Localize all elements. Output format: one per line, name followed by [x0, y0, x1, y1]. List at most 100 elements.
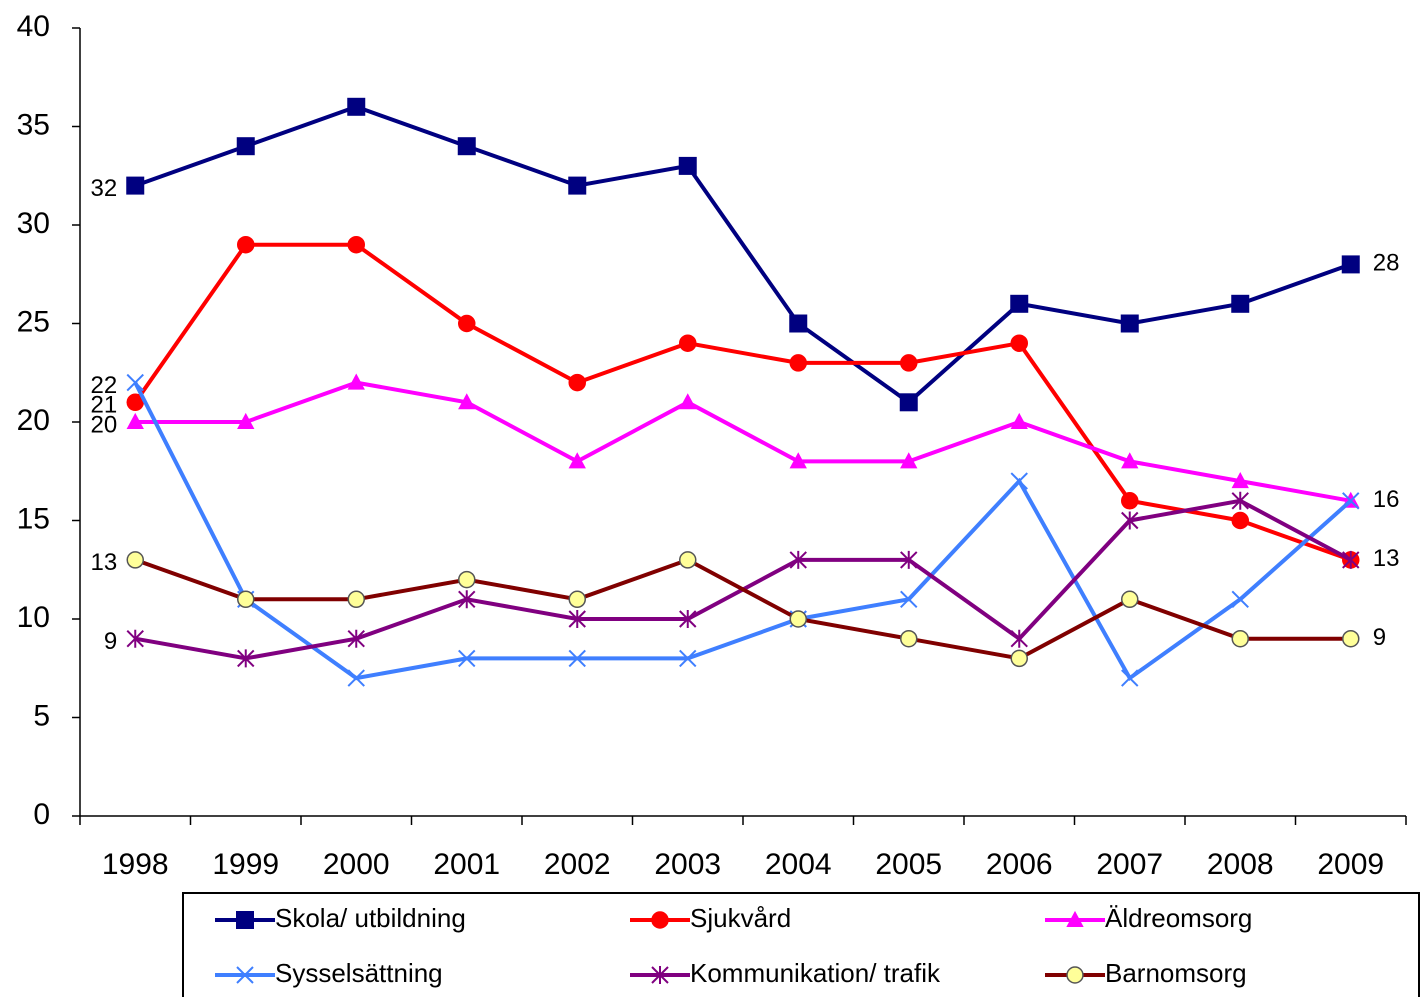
marker — [1231, 491, 1249, 510]
marker — [347, 629, 365, 648]
legend-label: Äldreomsorg — [1105, 903, 1252, 933]
marker — [900, 452, 918, 469]
data-label: 28 — [1373, 250, 1400, 277]
series-line — [133, 381, 1353, 682]
x-tick-label: 2001 — [433, 848, 500, 881]
marker — [457, 137, 476, 156]
data-label: 32 — [91, 175, 118, 202]
marker — [651, 966, 669, 984]
marker — [568, 590, 586, 609]
marker — [237, 412, 255, 429]
series-line — [135, 380, 1352, 503]
marker — [458, 590, 476, 609]
marker — [458, 393, 476, 410]
marker — [126, 412, 144, 429]
x-tick-label: 2007 — [1096, 848, 1163, 881]
y-tick-label: 35 — [17, 108, 50, 141]
x-tick-label: 2004 — [765, 848, 832, 881]
legend-label: Sjukvård — [690, 903, 791, 933]
marker — [347, 373, 365, 390]
marker — [458, 314, 476, 333]
y-tick-label: 20 — [17, 404, 50, 437]
marker — [1121, 669, 1139, 687]
marker — [458, 570, 476, 589]
marker — [568, 452, 586, 469]
x-tick-label: 2008 — [1207, 848, 1274, 881]
marker — [651, 911, 669, 929]
marker — [1066, 966, 1084, 984]
marker — [347, 590, 365, 609]
legend-box — [182, 892, 1420, 1002]
y-tick-label: 0 — [33, 798, 50, 831]
y-tick-label: 25 — [17, 305, 50, 338]
marker — [679, 610, 697, 628]
x-tick-label: 2003 — [654, 848, 721, 881]
series-line — [133, 242, 1352, 562]
y-tick-label: 10 — [17, 601, 50, 634]
marker — [1121, 492, 1139, 510]
marker — [1010, 334, 1028, 352]
x-tick-label: 2006 — [986, 848, 1053, 881]
x-tick-label: 1998 — [102, 848, 169, 881]
marker — [1342, 550, 1360, 569]
x-tick-label: 2000 — [323, 848, 390, 881]
marker — [1010, 472, 1028, 490]
marker — [236, 966, 254, 984]
marker — [126, 176, 145, 195]
legend-label: Kommunikation/ trafik — [690, 958, 941, 988]
marker — [1121, 590, 1139, 609]
marker — [899, 393, 918, 412]
marker — [1066, 910, 1084, 927]
marker — [347, 235, 365, 254]
marker — [789, 550, 807, 569]
data-label: 16 — [1373, 486, 1400, 513]
marker — [1231, 590, 1249, 609]
marker — [237, 590, 255, 609]
data-label: 13 — [91, 549, 118, 576]
y-tick-label: 40 — [17, 10, 50, 43]
data-label: 22 — [91, 372, 118, 399]
data-label: 20 — [91, 411, 118, 438]
marker — [1121, 511, 1139, 530]
series-line — [134, 104, 1352, 405]
x-tick-label: 2002 — [544, 848, 611, 881]
data-label: 13 — [1373, 545, 1400, 572]
marker — [1121, 452, 1139, 469]
marker — [568, 373, 586, 392]
marker — [347, 669, 365, 687]
marker — [126, 373, 144, 392]
marker — [568, 649, 586, 668]
marker — [347, 97, 366, 116]
marker — [126, 551, 144, 569]
marker — [1010, 412, 1028, 429]
marker — [678, 156, 697, 175]
marker — [1010, 649, 1028, 668]
marker — [1342, 492, 1360, 510]
marker — [789, 314, 808, 333]
marker — [1342, 629, 1360, 648]
marker — [900, 550, 918, 569]
marker — [126, 629, 144, 648]
marker — [679, 649, 697, 668]
marker — [1231, 471, 1249, 489]
marker — [1231, 294, 1250, 313]
series-line — [134, 557, 1351, 661]
marker — [1231, 511, 1249, 530]
data-label: 21 — [91, 392, 118, 419]
series-line — [134, 498, 1352, 661]
y-tick-label: 15 — [17, 502, 50, 535]
marker — [1341, 255, 1360, 274]
marker — [458, 649, 476, 668]
marker — [679, 334, 697, 352]
marker — [568, 176, 587, 195]
marker — [900, 590, 918, 609]
x-tick-label: 1999 — [212, 848, 279, 881]
marker — [1120, 314, 1139, 333]
x-tick-label: 2005 — [875, 848, 942, 881]
marker — [1231, 629, 1249, 648]
legend-label: Barnomsorg — [1105, 958, 1247, 988]
data-label: 9 — [104, 628, 117, 655]
marker — [236, 911, 254, 929]
y-tick-label: 30 — [17, 207, 50, 240]
legend-label: Skola/ utbildning — [275, 903, 466, 933]
